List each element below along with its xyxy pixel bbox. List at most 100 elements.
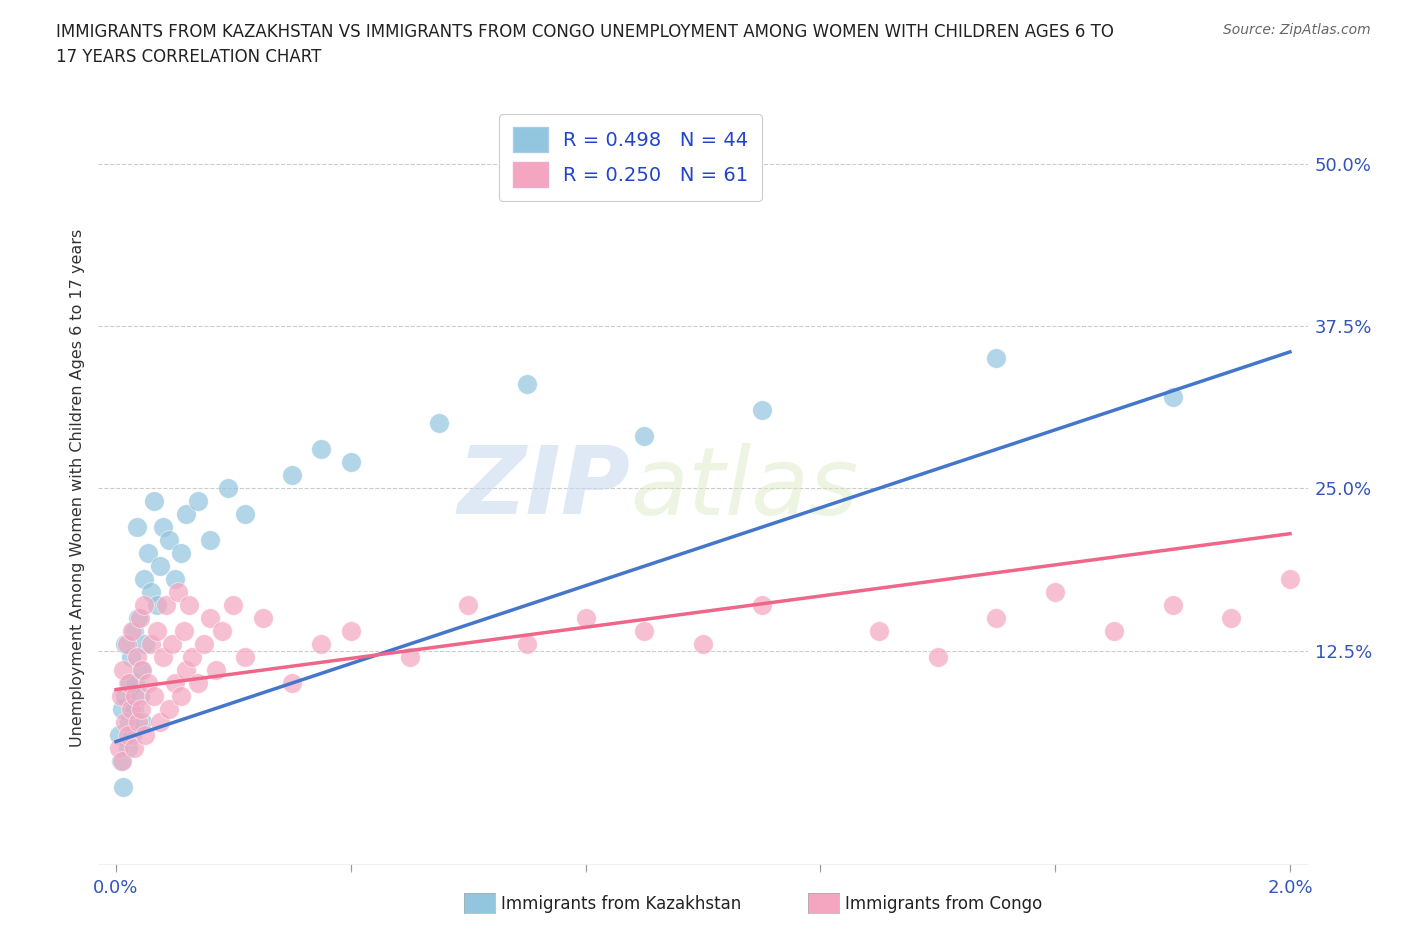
Point bbox=[211, 624, 233, 639]
Point bbox=[121, 624, 143, 639]
Point bbox=[124, 688, 146, 703]
Point bbox=[986, 611, 1008, 626]
Point bbox=[398, 650, 420, 665]
Point bbox=[110, 688, 132, 703]
Point bbox=[1161, 598, 1184, 613]
Point bbox=[179, 598, 201, 613]
Point bbox=[157, 533, 180, 548]
Point bbox=[134, 637, 156, 652]
Point bbox=[217, 481, 239, 496]
Point bbox=[187, 494, 209, 509]
Point bbox=[193, 637, 215, 652]
Point bbox=[136, 675, 159, 690]
Point bbox=[121, 727, 143, 742]
Point bbox=[252, 611, 274, 626]
Point bbox=[311, 637, 333, 652]
Point bbox=[176, 663, 198, 678]
Point bbox=[134, 572, 156, 587]
Point bbox=[114, 637, 136, 652]
Point bbox=[233, 650, 256, 665]
Point bbox=[516, 637, 538, 652]
Point bbox=[117, 727, 139, 742]
Point bbox=[575, 611, 598, 626]
Point bbox=[222, 598, 245, 613]
Point bbox=[340, 624, 363, 639]
Point bbox=[122, 701, 145, 716]
Point bbox=[169, 688, 191, 703]
Point bbox=[112, 779, 135, 794]
Point bbox=[1278, 572, 1301, 587]
Point bbox=[427, 416, 450, 431]
Point bbox=[134, 727, 156, 742]
Point bbox=[125, 520, 148, 535]
Point bbox=[692, 637, 714, 652]
Point bbox=[868, 624, 890, 639]
Text: IMMIGRANTS FROM KAZAKHSTAN VS IMMIGRANTS FROM CONGO UNEMPLOYMENT AMONG WOMEN WIT: IMMIGRANTS FROM KAZAKHSTAN VS IMMIGRANTS… bbox=[56, 23, 1114, 66]
Point bbox=[198, 533, 221, 548]
Point bbox=[131, 663, 153, 678]
Point bbox=[143, 688, 166, 703]
Point bbox=[120, 650, 142, 665]
Point bbox=[110, 753, 132, 768]
Point bbox=[120, 701, 142, 716]
Point bbox=[118, 675, 141, 690]
Point bbox=[111, 753, 134, 768]
Point bbox=[176, 507, 198, 522]
Point bbox=[152, 520, 174, 535]
Point bbox=[128, 688, 150, 703]
Point bbox=[129, 701, 152, 716]
Point bbox=[146, 624, 169, 639]
Point bbox=[108, 727, 131, 742]
Point bbox=[149, 714, 172, 729]
Point bbox=[1161, 390, 1184, 405]
Point bbox=[516, 377, 538, 392]
Point bbox=[163, 572, 186, 587]
Y-axis label: Unemployment Among Women with Children Ages 6 to 17 years: Unemployment Among Women with Children A… bbox=[70, 229, 86, 748]
Text: ZIP: ZIP bbox=[457, 443, 630, 534]
Point bbox=[125, 650, 148, 665]
Point bbox=[129, 663, 152, 678]
Point bbox=[141, 585, 163, 600]
Point bbox=[146, 598, 169, 613]
Point bbox=[128, 611, 150, 626]
Point bbox=[115, 637, 138, 652]
Point bbox=[1102, 624, 1125, 639]
Point bbox=[114, 714, 136, 729]
Point bbox=[311, 442, 333, 457]
Point bbox=[114, 688, 136, 703]
Point bbox=[751, 403, 773, 418]
Point bbox=[204, 663, 226, 678]
Point bbox=[181, 650, 204, 665]
Point bbox=[117, 740, 139, 755]
Text: Immigrants from Congo: Immigrants from Congo bbox=[845, 895, 1042, 913]
Point bbox=[118, 714, 141, 729]
Point bbox=[127, 611, 149, 626]
Text: Source: ZipAtlas.com: Source: ZipAtlas.com bbox=[1223, 23, 1371, 37]
Point bbox=[281, 675, 304, 690]
Point bbox=[141, 637, 163, 652]
Point bbox=[122, 624, 145, 639]
Point bbox=[927, 650, 949, 665]
Point bbox=[187, 675, 209, 690]
Point bbox=[111, 701, 134, 716]
Point bbox=[149, 559, 172, 574]
Point bbox=[233, 507, 256, 522]
Point bbox=[1043, 585, 1066, 600]
Point bbox=[157, 701, 180, 716]
Point bbox=[160, 637, 183, 652]
Point bbox=[134, 598, 156, 613]
Point bbox=[152, 650, 174, 665]
Text: Immigrants from Kazakhstan: Immigrants from Kazakhstan bbox=[501, 895, 741, 913]
Point bbox=[112, 663, 135, 678]
Point bbox=[108, 740, 131, 755]
Point bbox=[131, 714, 153, 729]
Point bbox=[986, 351, 1008, 365]
Point bbox=[281, 468, 304, 483]
Point bbox=[136, 546, 159, 561]
Point bbox=[633, 429, 655, 444]
Point bbox=[163, 675, 186, 690]
Point bbox=[1220, 611, 1243, 626]
Point bbox=[173, 624, 195, 639]
Point bbox=[751, 598, 773, 613]
Point bbox=[198, 611, 221, 626]
